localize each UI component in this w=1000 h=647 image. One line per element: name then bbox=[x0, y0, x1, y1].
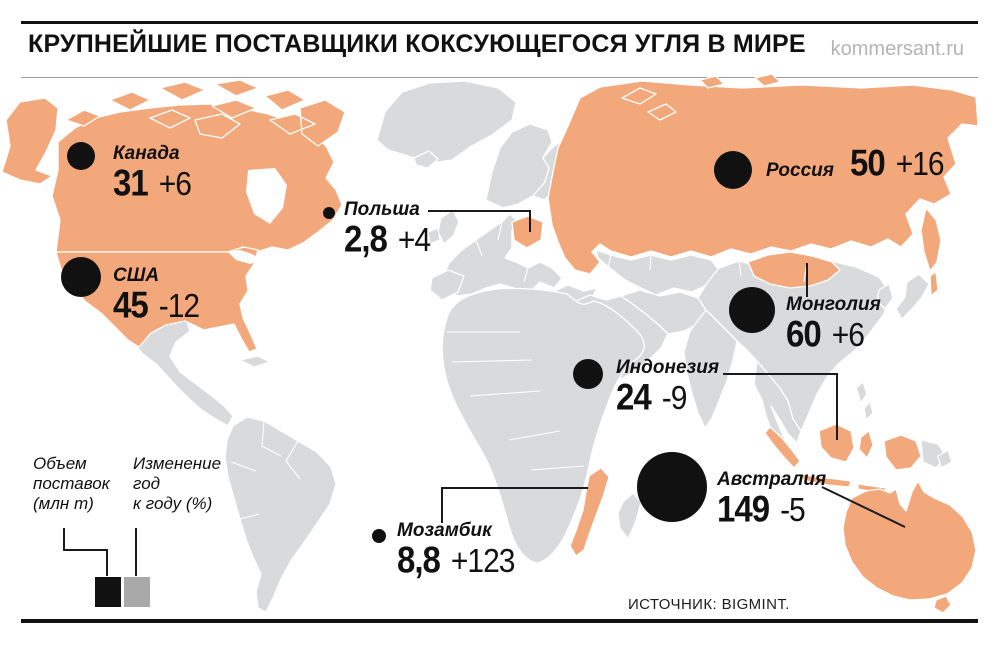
top-rule bbox=[21, 21, 978, 24]
volume-value: 2,8 bbox=[344, 217, 388, 260]
change-value: -12 bbox=[158, 287, 200, 325]
source-note: ИСТОЧНИК: BIGMINT. bbox=[628, 596, 790, 613]
legend-volume-label: Объем поставок (млн т) bbox=[33, 454, 110, 513]
indonesia-sulawesi bbox=[858, 430, 874, 459]
volume-value: 31 bbox=[113, 161, 149, 204]
volume-value: 50 bbox=[849, 141, 886, 184]
region-iberia bbox=[429, 269, 465, 301]
legend-change-swatch bbox=[124, 577, 150, 607]
russia-volume-marker bbox=[714, 151, 752, 189]
water-cutouts bbox=[228, 168, 287, 264]
legend-volume-swatch bbox=[95, 577, 121, 607]
indonesia-sumatra bbox=[764, 426, 801, 469]
indonesia-java bbox=[796, 472, 852, 488]
indonesia-borneo bbox=[818, 423, 855, 463]
change-value: +16 bbox=[895, 145, 945, 183]
island-new-caledonia bbox=[937, 449, 953, 469]
country-india bbox=[683, 309, 738, 429]
indonesia-volume-marker bbox=[573, 359, 603, 389]
russia-arctic-islands bbox=[621, 73, 781, 121]
volume-value: 60 bbox=[786, 312, 822, 355]
country-name: Канада bbox=[113, 143, 180, 164]
country-australia bbox=[842, 480, 977, 601]
poland-leader-line bbox=[428, 210, 531, 232]
inner-borders bbox=[56, 221, 807, 520]
country-name: США bbox=[113, 265, 160, 286]
poland-volume-marker bbox=[323, 207, 335, 219]
region-indochina bbox=[753, 360, 802, 449]
change-value: -9 bbox=[661, 379, 688, 417]
label-usa: США 45 -12 bbox=[113, 265, 200, 326]
country-greenland bbox=[376, 80, 517, 164]
country-name: Мозамбик bbox=[397, 520, 492, 541]
australia-leader-line bbox=[821, 486, 906, 528]
country-korea bbox=[876, 283, 894, 310]
indonesia-west-papua bbox=[883, 434, 922, 471]
region-alaska bbox=[1, 97, 59, 185]
change-value: +6 bbox=[158, 165, 192, 203]
legend-volume-line bbox=[63, 528, 108, 576]
header-divider bbox=[21, 77, 978, 78]
russia-kamchatka bbox=[920, 207, 942, 272]
canada-arctic-islands bbox=[65, 79, 346, 147]
label-poland: Польша 2,8 +4 bbox=[344, 199, 431, 260]
label-canada: Канада 31 +6 bbox=[113, 143, 192, 204]
brand-watermark: kommersant.ru bbox=[830, 38, 964, 60]
gray-countries bbox=[135, 80, 953, 613]
label-mongolia: Монголия 60 +6 bbox=[786, 294, 881, 355]
country-mozambique bbox=[569, 467, 610, 557]
canada-volume-marker bbox=[67, 142, 95, 170]
volume-value: 8,8 bbox=[397, 538, 441, 581]
country-name: Польша bbox=[344, 199, 420, 220]
country-madagascar bbox=[617, 492, 642, 540]
label-russia: Россия 50 +16 bbox=[766, 143, 945, 188]
continent-south-america bbox=[224, 416, 337, 613]
change-value: +123 bbox=[450, 542, 516, 580]
country-philippines bbox=[855, 381, 874, 421]
country-name: Россия bbox=[766, 160, 834, 181]
continent-africa bbox=[441, 287, 645, 564]
mozambique-volume-marker bbox=[372, 529, 386, 543]
leader-lines bbox=[63, 210, 906, 576]
region-europe-mainland bbox=[439, 213, 563, 313]
page-title: КРУПНЕЙШИЕ ПОСТАВЩИКИ КОКСУЮЩЕГОСЯ УГЛЯ … bbox=[28, 30, 806, 58]
russia-sakhalin bbox=[929, 271, 939, 297]
label-australia: Австралия 149 -5 bbox=[717, 469, 826, 530]
bottom-rule bbox=[21, 619, 978, 623]
country-name: Австралия bbox=[717, 469, 827, 490]
great-lakes bbox=[228, 250, 262, 264]
legend-change-label: Изменение год к году (%) bbox=[133, 454, 222, 513]
supply-markers bbox=[61, 142, 775, 543]
country-name: Индонезия bbox=[616, 357, 720, 378]
volume-value: 24 bbox=[616, 375, 652, 418]
country-iceland bbox=[413, 150, 439, 169]
hudson-bay bbox=[246, 168, 287, 224]
change-value: +4 bbox=[397, 221, 431, 259]
australia-volume-marker bbox=[637, 452, 707, 522]
country-poland bbox=[511, 215, 544, 249]
label-mozambique: Мозамбик 8,8 +123 bbox=[397, 520, 516, 581]
country-russia bbox=[547, 80, 979, 275]
country-mongolia bbox=[747, 251, 841, 289]
country-usa bbox=[55, 246, 259, 353]
label-indonesia: Индонезия 24 -9 bbox=[616, 357, 719, 418]
country-japan bbox=[895, 273, 930, 320]
country-caribbean bbox=[239, 355, 271, 368]
change-value: -5 bbox=[780, 491, 806, 529]
highlighted-countries bbox=[1, 73, 979, 614]
volume-value: 45 bbox=[113, 283, 149, 326]
indonesia-leader-line bbox=[723, 373, 838, 440]
australia-tasmania bbox=[933, 595, 952, 614]
country-name: Монголия bbox=[786, 294, 881, 315]
mozambique-leader-line bbox=[441, 487, 588, 523]
volume-value: 149 bbox=[717, 487, 770, 530]
country-ireland bbox=[427, 227, 441, 245]
region-scandinavia bbox=[485, 123, 553, 209]
change-value: +6 bbox=[831, 316, 865, 354]
mongolia-volume-marker bbox=[729, 287, 775, 333]
usa-volume-marker bbox=[61, 257, 101, 297]
